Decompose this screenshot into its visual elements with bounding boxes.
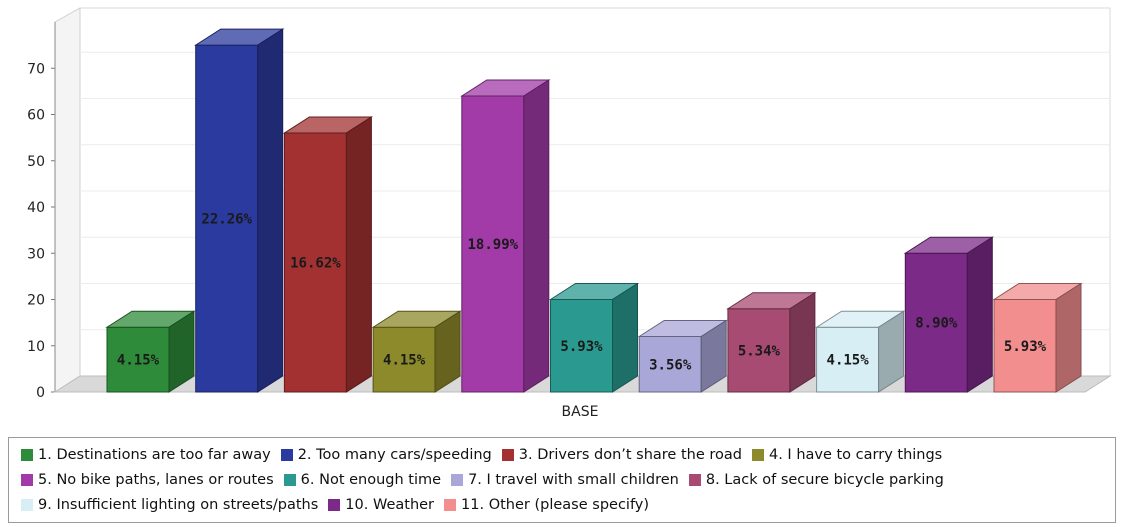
data-label: 4.15% xyxy=(117,353,160,369)
y-tick-label: 10 xyxy=(27,339,45,355)
legend-swatch xyxy=(21,474,33,486)
legend-label: 10. Weather xyxy=(345,497,434,513)
y-tick-label: 0 xyxy=(36,385,45,401)
bar-side xyxy=(1056,284,1081,393)
chart-legend: 1. Destinations are too far away 2. Too m… xyxy=(8,437,1116,523)
bar-side xyxy=(967,237,992,392)
legend-label: 7. I travel with small children xyxy=(468,472,679,488)
legend-label: 2. Too many cars/speeding xyxy=(298,447,492,463)
legend-swatch xyxy=(284,474,296,486)
legend-swatch xyxy=(328,499,340,511)
bar-side xyxy=(613,284,638,393)
data-label: 5.34% xyxy=(738,343,781,359)
legend-label: 11. Other (please specify) xyxy=(461,497,649,513)
legend-swatch xyxy=(21,449,33,461)
data-label: 16.62% xyxy=(290,256,341,272)
data-label: 22.26% xyxy=(201,212,252,228)
y-tick-label: 50 xyxy=(27,154,45,170)
legend-item: 4. I have to carry things xyxy=(752,447,942,463)
legend-swatch xyxy=(444,499,456,511)
x-axis-label: BASE xyxy=(562,404,599,420)
y-tick-label: 20 xyxy=(27,293,45,309)
legend-label: 3. Drivers don’t share the road xyxy=(519,447,742,463)
data-label: 5.93% xyxy=(1004,339,1047,355)
bar-side xyxy=(258,29,283,392)
legend-label: 4. I have to carry things xyxy=(769,447,942,463)
legend-label: 5. No bike paths, lanes or routes xyxy=(38,472,274,488)
y-tick-label: 30 xyxy=(27,246,45,262)
legend-row: 9. Insufficient lighting on streets/path… xyxy=(21,492,1105,517)
legend-label: 9. Insufficient lighting on streets/path… xyxy=(38,497,318,513)
legend-swatch xyxy=(281,449,293,461)
legend-swatch xyxy=(21,499,33,511)
legend-row: 5. No bike paths, lanes or routes 6. Not … xyxy=(21,467,1105,492)
data-label: 5.93% xyxy=(560,339,603,355)
data-label: 3.56% xyxy=(649,357,692,373)
legend-item: 8. Lack of secure bicycle parking xyxy=(689,472,944,488)
legend-item: 7. I travel with small children xyxy=(451,472,679,488)
legend-item: 9. Insufficient lighting on streets/path… xyxy=(21,497,318,513)
data-label: 4.15% xyxy=(827,353,870,369)
data-label: 18.99% xyxy=(468,237,519,253)
legend-item: 10. Weather xyxy=(328,497,434,513)
legend-row: 1. Destinations are too far away 2. Too m… xyxy=(21,442,1105,467)
bar-side xyxy=(524,80,549,392)
legend-swatch xyxy=(451,474,463,486)
y-tick-label: 70 xyxy=(27,61,45,77)
legend-label: 6. Not enough time xyxy=(301,472,441,488)
legend-item: 2. Too many cars/speeding xyxy=(281,447,492,463)
legend-swatch xyxy=(689,474,701,486)
data-label: 4.15% xyxy=(383,353,426,369)
legend-item: 6. Not enough time xyxy=(284,472,441,488)
plot-left-wall xyxy=(55,8,80,392)
bar-chart: 0 10 20 30 40 50 60 70 4.15% 22.26% 16.62% 4.15% 18.… xyxy=(0,0,1122,437)
legend-item: 1. Destinations are too far away xyxy=(21,447,271,463)
data-label: 8.90% xyxy=(915,316,958,332)
bar-side xyxy=(346,117,371,392)
legend-swatch xyxy=(502,449,514,461)
legend-label: 8. Lack of secure bicycle parking xyxy=(706,472,944,488)
y-tick-label: 40 xyxy=(27,200,45,216)
legend-item: 11. Other (please specify) xyxy=(444,497,649,513)
legend-swatch xyxy=(752,449,764,461)
y-tick-label: 60 xyxy=(27,108,45,124)
legend-item: 5. No bike paths, lanes or routes xyxy=(21,472,274,488)
legend-label: 1. Destinations are too far away xyxy=(38,447,271,463)
legend-item: 3. Drivers don’t share the road xyxy=(502,447,742,463)
bar-side xyxy=(790,293,815,392)
